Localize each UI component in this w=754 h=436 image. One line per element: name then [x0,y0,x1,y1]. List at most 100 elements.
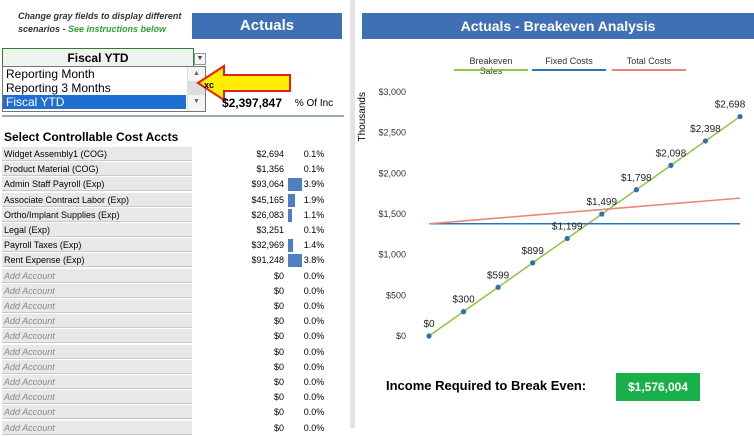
account-name-field[interactable]: Associate Contract Labor (Exp) [2,192,192,207]
account-name-field[interactable]: Add Account [2,344,192,359]
account-pct: 0.0% [303,392,325,403]
table-row: Add Account $0 0.0% [2,344,348,360]
account-name-field[interactable]: Add Account [2,283,192,298]
account-amount: $93,064 [251,179,284,190]
account-amount: $1,356 [256,164,284,175]
series-line-total-costs [428,197,741,225]
table-row: Add Account $0 0.0% [2,420,348,436]
hidden-cell-fragment: xc [204,80,215,90]
header-divider [2,115,344,117]
table-row: Product Material (COG) $1,356 0.1% [2,162,348,177]
data-label: $1,499 [586,197,617,208]
data-label: $2,098 [656,148,687,159]
account-pct: 0.1% [303,149,325,159]
scroll-down-icon[interactable]: ▼ [193,98,200,105]
scroll-up-icon[interactable]: ▲ [193,70,200,77]
instructions-text: Change gray fields to display different … [18,11,182,34]
account-pct: 0.0% [303,331,325,342]
account-amount: $2,694 [256,149,284,159]
account-amount: $91,248 [251,255,284,266]
table-row: Widget Assembly1 (COG) $2,694 0.1% [2,147,348,162]
data-point [599,211,605,217]
account-amount: $0 [273,285,284,296]
table-row: Add Account $0 0.0% [2,299,348,314]
period-option-3-months[interactable]: Reporting 3 Months [6,81,111,95]
account-name-field[interactable]: Legal (Exp) [2,223,192,237]
table-row: Add Account $0 0.0% [2,329,348,344]
data-label: $2,698 [715,100,746,111]
account-name-field[interactable]: Product Material (COG) [2,162,192,177]
data-label: $1,798 [621,173,652,184]
data-point [737,113,743,120]
account-name-field[interactable]: Add Account [2,405,192,420]
account-pct: 0.0% [303,316,325,327]
table-row: Legal (Exp) $3,251 0.1% [2,223,348,238]
data-point [495,284,501,290]
data-label: $899 [522,246,545,257]
table-row: Rent Expense (Exp) $91,248 3.8% [2,253,348,268]
account-name-field[interactable]: Add Account [2,314,192,329]
account-amount: $0 [273,331,284,342]
account-pct: 0.0% [303,407,325,418]
breakeven-value: $1,576,004 [616,373,700,401]
account-name-field[interactable]: Add Account [2,268,192,283]
account-name-field[interactable]: Payroll Taxes (Exp) [2,238,192,253]
legend-swatch [612,69,686,71]
y-tick-label: $0 [396,331,406,341]
section-title: Select Controllable Cost Accts [4,130,179,144]
account-name-field[interactable]: Ortho/Implant Supplies (Exp) [2,207,192,222]
account-amount: $0 [273,392,284,403]
account-pct: 0.0% [303,377,325,387]
instructions-link[interactable]: See instructions below [68,24,167,34]
chevron-down-icon[interactable]: ▼ [194,53,206,65]
account-amount: $0 [273,377,284,387]
data-point [633,187,639,193]
y-tick-label: $3,000 [378,87,406,97]
data-label: $2,398 [690,124,721,135]
legend-item: Total Costs [626,56,672,66]
account-name-field[interactable]: Widget Assembly1 (COG) [2,147,192,161]
table-row: Add Account $0 0.0% [2,405,348,420]
account-pct-bar [288,254,302,268]
period-option-fiscal-ytd[interactable]: Fiscal YTD [3,95,186,109]
account-name-field[interactable]: Admin Staff Payroll (Exp) [2,177,192,192]
period-dropdown-list[interactable]: Reporting Month Reporting 3 Months Fisca… [2,66,206,112]
legend-item: Fixed Costs [545,56,593,66]
account-name-field[interactable]: Add Account [2,299,192,313]
breakeven-label: Income Required to Break Even: [386,378,587,393]
account-name-field[interactable]: Add Account [2,390,192,405]
account-amount: $0 [273,301,284,311]
table-row: Ortho/Implant Supplies (Exp) $26,083 1.1% [2,207,348,223]
account-amount: $32,969 [251,240,284,251]
account-name-field[interactable]: Add Account [2,375,192,389]
y-tick-label: $2,500 [378,128,406,138]
account-amount: $0 [273,422,284,433]
data-label: $300 [452,295,475,306]
table-row: Associate Contract Labor (Exp) $45,165 1.9… [2,192,348,208]
account-amount: $0 [273,361,284,372]
data-point [530,260,536,266]
period-option-month[interactable]: Reporting Month [6,67,95,81]
account-amount: $0 [273,270,284,281]
table-row: Admin Staff Payroll (Exp) $93,064 3.9% [2,177,348,192]
account-name-field[interactable]: Add Account [2,329,192,344]
account-pct: 0.0% [303,285,325,296]
total-income-value: $2,397,847 [221,96,282,110]
y-tick-label: $500 [386,290,406,300]
account-name-field[interactable]: Add Account [2,359,192,374]
breakeven-chart: $0 $500 $1,000 $1,500 $2,000 $2,500 $3,000 $0 $3… [378,87,746,341]
account-pct: 0.0% [303,270,325,281]
account-amount: $45,165 [251,194,284,205]
account-pct-bar [288,208,292,222]
data-label: $0 [423,319,435,330]
account-pct: 0.0% [303,422,325,433]
account-amount: $0 [273,316,284,327]
account-pct: 3.8% [303,255,325,266]
data-point [564,235,570,242]
account-name-field[interactable]: Rent Expense (Exp) [2,253,192,268]
account-amount: $0 [273,407,284,418]
account-pct: 1.9% [303,194,325,205]
period-select[interactable]: Fiscal YTD [2,48,194,68]
legend-item: Breakeven Sales [469,56,513,76]
account-pct-bar [288,239,293,253]
